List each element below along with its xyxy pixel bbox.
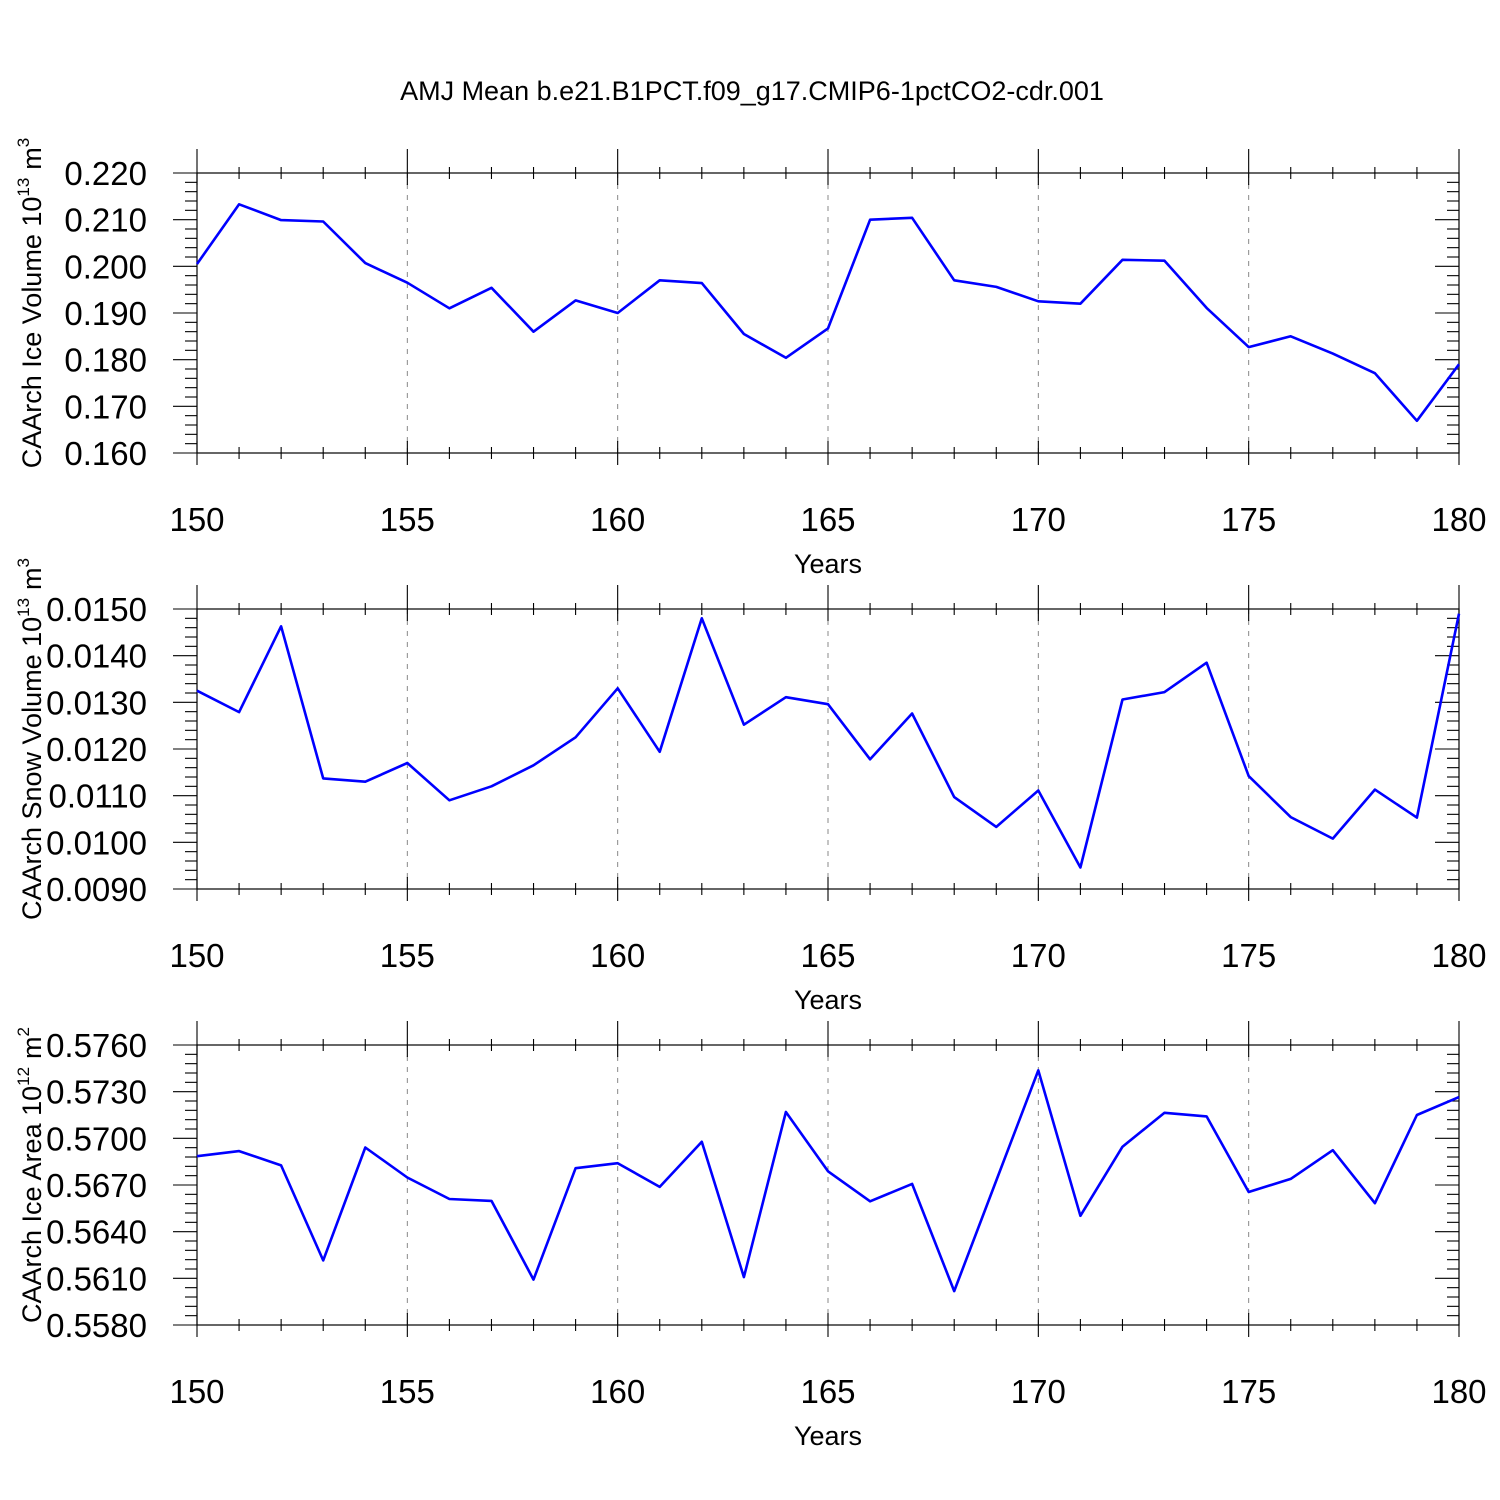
panel-3: 150 155 160 165 170 175 180 0.5580 0.5610 0.5640 0… [14, 1021, 1487, 1451]
x-tick-label: 180 [1431, 501, 1486, 538]
x-tick-label: 155 [380, 937, 435, 974]
series-line-snow_volume [196, 613, 1461, 869]
y-tick-label: 0.160 [64, 435, 147, 472]
y-axis-label: CAArch Snow Volume 1013 m3 [14, 558, 47, 920]
x-axis-label: Years [794, 1421, 862, 1451]
y-tick-label: 0.180 [64, 342, 147, 379]
x-tick-label: 175 [1221, 1373, 1276, 1410]
x-tick-label: 165 [800, 1373, 855, 1410]
x-tick-label: 180 [1431, 1373, 1486, 1410]
x-tick-label: 150 [169, 937, 224, 974]
y-tick-label: 0.170 [64, 388, 147, 425]
y-tick-label: 0.200 [64, 248, 147, 285]
y-tick-label: 0.190 [64, 295, 147, 332]
x-tick-label: 165 [800, 501, 855, 538]
panels: 150 155 160 165 170 175 180 0.160 0.170 0.180 0.19… [14, 138, 1487, 1451]
plot-frame [196, 608, 1460, 890]
x-tick-label: 170 [1011, 501, 1066, 538]
y-axis-label-exponent: 12 [14, 1067, 33, 1086]
y-tick-label: 0.0150 [46, 591, 147, 628]
x-tick-label: 160 [590, 501, 645, 538]
y-axis-label-unit: m [17, 567, 47, 590]
x-tick-label: 155 [380, 501, 435, 538]
y-tick-label: 0.5730 [46, 1074, 147, 1111]
y-axis-label-exponent: 13 [14, 178, 33, 197]
x-tick-label: 175 [1221, 501, 1276, 538]
y-tick-label: 0.220 [64, 155, 147, 192]
y-axis-label-unit: m [17, 147, 47, 170]
y-tick-label: 0.5700 [46, 1120, 147, 1157]
x-tick-label: 150 [169, 1373, 224, 1410]
series-line-ice_volume [195, 203, 1461, 423]
y-axis-label-exponent: 13 [14, 598, 33, 617]
x-axis-label: Years [794, 985, 862, 1015]
x-tick-label: 170 [1011, 1373, 1066, 1410]
y-tick-label: 0.5760 [46, 1027, 147, 1064]
y-tick-label: 0.5670 [46, 1167, 147, 1204]
x-tick-label: 170 [1011, 937, 1066, 974]
y-tick-label: 0.0100 [46, 824, 147, 861]
y-tick-label: 0.210 [64, 202, 147, 239]
y-tick-label: 0.0090 [46, 871, 147, 908]
y-axis-label: CAArch Ice Area 1012 m2 [14, 1027, 47, 1323]
x-tick-label: 160 [590, 937, 645, 974]
y-axis-label-unit-exponent: 3 [14, 558, 33, 567]
x-tick-label: 155 [380, 1373, 435, 1410]
x-tick-label: 180 [1431, 937, 1486, 974]
y-tick-label: 0.0110 [49, 778, 147, 815]
y-tick-label: 0.0120 [46, 731, 147, 768]
y-axis-label-text: CAArch Ice Volume 10 [17, 197, 47, 469]
panel-2: 150 155 160 165 170 175 180 0.0090 0.0100 0.0110 0… [14, 558, 1487, 1015]
y-tick-label: 0.5640 [46, 1214, 147, 1251]
y-axis-label-text: CAArch Snow Volume 10 [17, 617, 47, 920]
x-tick-label: 160 [590, 1373, 645, 1410]
y-tick-label: 0.0140 [46, 638, 147, 675]
x-tick-label: 175 [1221, 937, 1276, 974]
y-tick-label: 0.5610 [46, 1260, 147, 1297]
y-axis-label-unit: m [17, 1036, 47, 1059]
y-axis-label-text: CAArch Ice Area 10 [17, 1086, 47, 1323]
y-tick-label: 0.0130 [46, 684, 147, 721]
plot-frame [196, 172, 1460, 454]
panel-1: 150 155 160 165 170 175 180 0.160 0.170 0.180 0.19… [14, 138, 1487, 579]
x-axis-label: Years [794, 549, 862, 579]
chart-title: AMJ Mean b.e21.B1PCT.f09_g17.CMIP6-1pctC… [400, 76, 1104, 106]
series-line-ice_area [196, 1069, 1460, 1293]
y-axis-label: CAArch Ice Volume 1013 m3 [14, 138, 47, 469]
x-tick-label: 165 [800, 937, 855, 974]
x-tick-label: 150 [169, 501, 224, 538]
y-tick-label: 0.5580 [46, 1307, 147, 1344]
y-axis-label-unit-exponent: 3 [14, 138, 33, 147]
y-axis-label-unit-exponent: 2 [14, 1027, 33, 1036]
